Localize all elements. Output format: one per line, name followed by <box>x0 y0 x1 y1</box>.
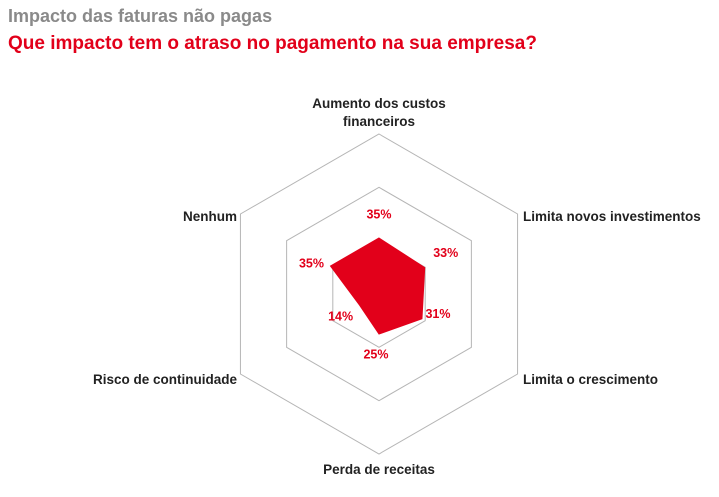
value-label-3: 25% <box>363 347 388 361</box>
axis-label-2: Limita o crescimento <box>523 372 658 387</box>
grid-ring-3 <box>239 133 519 455</box>
chart-subtitle: Que impacto tem o atraso no pagamento na… <box>8 33 537 54</box>
chart-title: Impacto das faturas não pagas <box>8 6 273 26</box>
grid-ring-2 <box>286 186 472 402</box>
value-label-0: 35% <box>366 207 391 221</box>
axis-label-0: Aumento dos custos financeiros <box>312 96 446 129</box>
value-label-2: 31% <box>425 307 450 321</box>
axis-label-5: Nenhum <box>183 209 237 224</box>
value-label-1: 33% <box>433 246 458 260</box>
value-label-5: 35% <box>299 256 324 270</box>
axis-label-4: Risco de continuidade <box>93 372 238 387</box>
axis-label-1: Limita novos investimentos <box>523 209 701 224</box>
data-area <box>329 237 426 335</box>
axis-label-3: Perda de receitas <box>323 462 435 477</box>
value-label-4: 14% <box>328 309 353 323</box>
